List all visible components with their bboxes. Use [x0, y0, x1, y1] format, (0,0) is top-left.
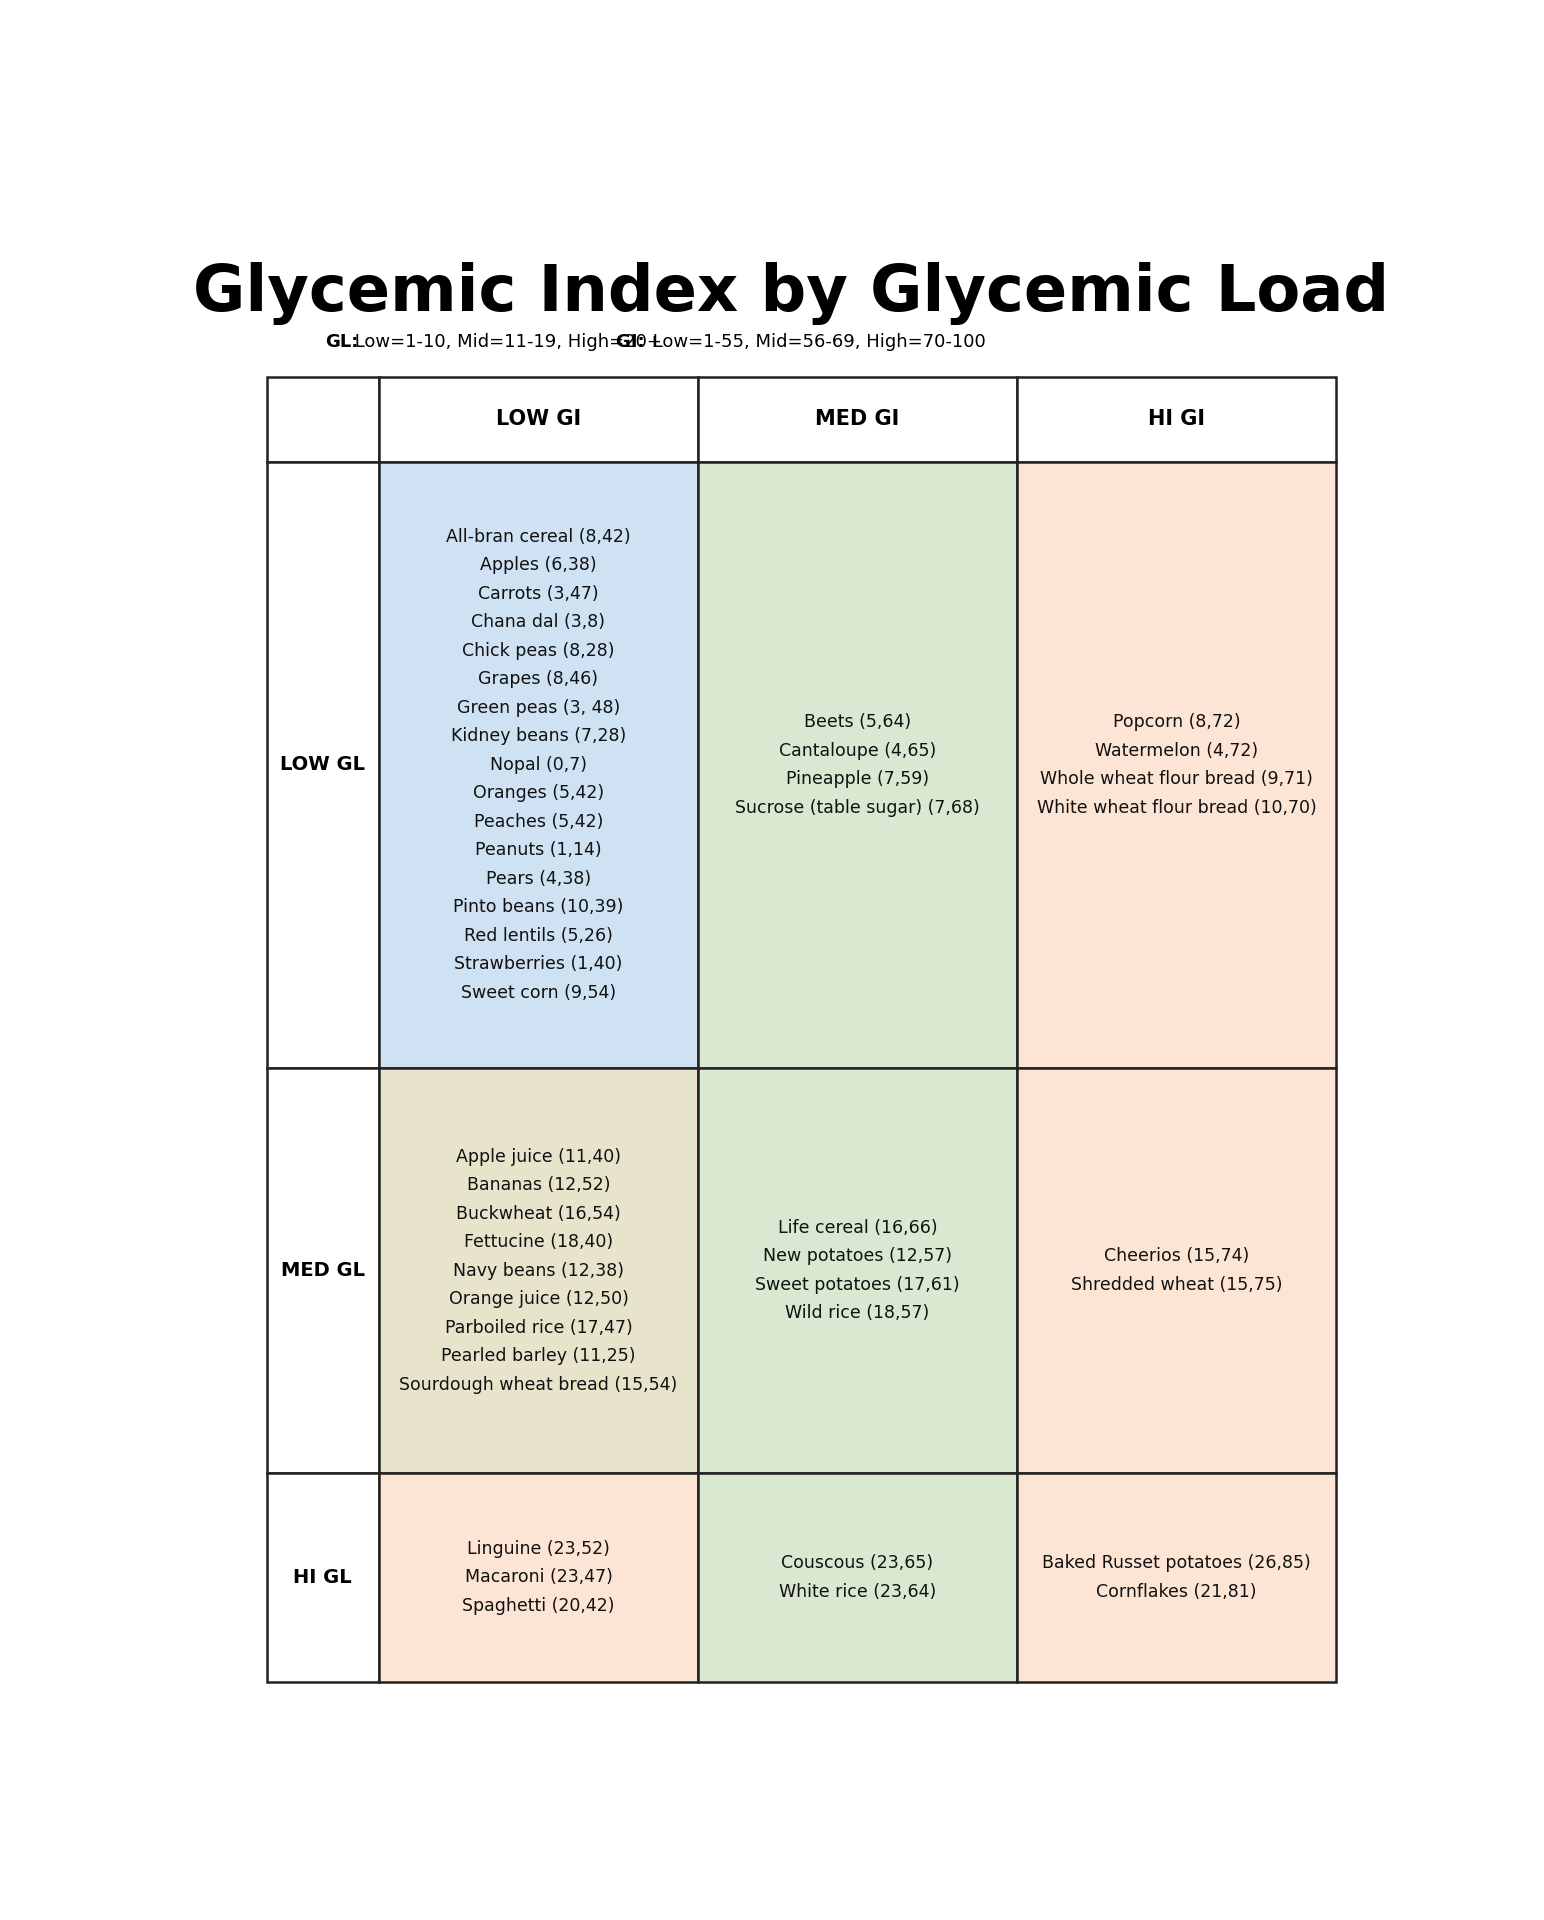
Bar [378, 376, 698, 461]
Bar [698, 1473, 1017, 1682]
Text: HI GI: HI GI [1149, 409, 1204, 428]
Bar [378, 1068, 698, 1473]
Text: Low=1-10, Mid=11-19, High=20+: Low=1-10, Mid=11-19, High=20+ [349, 332, 662, 351]
Text: Popcorn (8,72)
Watermelon (4,72)
Whole wheat flour bread (9,71)
White wheat flou: Popcorn (8,72) Watermelon (4,72) Whole w… [1036, 712, 1317, 816]
Bar [378, 1473, 698, 1682]
Bar [267, 461, 378, 1068]
Text: GI:: GI: [591, 332, 644, 351]
Bar [378, 461, 698, 1068]
Bar [1017, 376, 1336, 461]
Bar [698, 461, 1017, 1068]
Text: Glycemic Index by Glycemic Load: Glycemic Index by Glycemic Load [193, 261, 1390, 324]
Text: HI GL: HI GL [293, 1569, 352, 1588]
Text: Life cereal (16,66)
New potatoes (12,57)
Sweet potatoes (17,61)
Wild rice (18,57: Life cereal (16,66) New potatoes (12,57)… [755, 1219, 960, 1323]
Text: MED GI: MED GI [815, 409, 900, 428]
Text: Cheerios (15,74)
Shredded wheat (15,75): Cheerios (15,74) Shredded wheat (15,75) [1072, 1248, 1283, 1294]
Text: Low=1-55, Mid=56-69, High=70-100: Low=1-55, Mid=56-69, High=70-100 [647, 332, 987, 351]
Text: All-bran cereal (8,42)
Apples (6,38)
Carrots (3,47)
Chana dal (3,8)
Chick peas (: All-bran cereal (8,42) Apples (6,38) Car… [446, 528, 631, 1002]
Text: GL:: GL: [324, 332, 358, 351]
Bar [698, 1068, 1017, 1473]
Bar [267, 1068, 378, 1473]
Text: LOW GI: LOW GI [496, 409, 581, 428]
Bar [267, 1473, 378, 1682]
Text: Linguine (23,52)
Macaroni (23,47)
Spaghetti (20,42): Linguine (23,52) Macaroni (23,47) Spaghe… [462, 1540, 615, 1615]
Text: LOW GL: LOW GL [281, 755, 366, 774]
Bar [1017, 1473, 1336, 1682]
Bar [698, 376, 1017, 461]
Text: MED GL: MED GL [281, 1261, 364, 1281]
Text: Beets (5,64)
Cantaloupe (4,65)
Pineapple (7,59)
Sucrose (table sugar) (7,68): Beets (5,64) Cantaloupe (4,65) Pineapple… [735, 712, 980, 816]
Bar [267, 376, 378, 461]
Text: Baked Russet potatoes (26,85)
Cornflakes (21,81): Baked Russet potatoes (26,85) Cornflakes… [1042, 1553, 1311, 1601]
Bar [1017, 1068, 1336, 1473]
Text: Couscous (23,65)
White rice (23,64): Couscous (23,65) White rice (23,64) [778, 1553, 936, 1601]
Bar [1017, 461, 1336, 1068]
Text: Apple juice (11,40)
Bananas (12,52)
Buckwheat (16,54)
Fettucine (18,40)
Navy bea: Apple juice (11,40) Bananas (12,52) Buck… [400, 1148, 678, 1394]
